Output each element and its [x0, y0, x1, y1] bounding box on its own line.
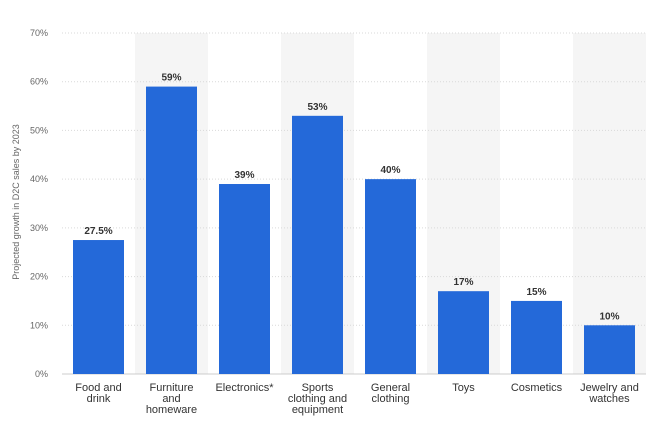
- value-label: 40%: [380, 165, 400, 176]
- value-label: 10%: [599, 311, 619, 322]
- value-label: 27.5%: [84, 226, 112, 237]
- bar[interactable]: [438, 291, 489, 374]
- category-label-line: Sports: [302, 382, 334, 394]
- bar[interactable]: [73, 240, 124, 374]
- category-label-line: Toys: [452, 382, 475, 394]
- y-tick-label: 10%: [30, 320, 48, 330]
- y-tick-label: 70%: [30, 28, 48, 38]
- category-label-line: clothing and: [288, 393, 347, 405]
- category-label-line: equipment: [292, 404, 343, 416]
- y-axis-title: Projected growth in D2C sales by 2023: [11, 124, 21, 280]
- value-label: 53%: [307, 102, 327, 113]
- category-label-line: Furniture: [149, 382, 193, 394]
- category-label: Toys: [452, 382, 475, 394]
- y-tick-label: 40%: [30, 174, 48, 184]
- y-tick-label: 20%: [30, 272, 48, 282]
- bar[interactable]: [511, 300, 562, 374]
- category-label-line: and: [162, 393, 180, 405]
- bar[interactable]: [365, 179, 416, 374]
- category-labels: Food and drink Furniture and homeware Electro…: [75, 382, 639, 416]
- value-label: 17%: [453, 277, 473, 288]
- category-label-line: homeware: [146, 404, 197, 416]
- y-tick-label: 50%: [30, 125, 48, 135]
- category-label: Electronics*: [215, 382, 274, 394]
- value-labels: 27.5% 59% 39% 53% 40% 17% 15% 10%: [84, 73, 619, 323]
- bar[interactable]: [584, 325, 635, 374]
- category-label: Food and drink: [75, 382, 121, 405]
- category-label: Furniture and homeware: [146, 382, 197, 416]
- category-label-line: Electronics*: [215, 382, 274, 394]
- category-label-line: Food and: [75, 382, 121, 394]
- value-label: 59%: [161, 73, 181, 84]
- category-label: Sports clothing and equipment: [288, 382, 347, 416]
- category-label: General clothing: [371, 382, 410, 405]
- value-label: 39%: [234, 170, 254, 181]
- category-label-line: watches: [588, 393, 630, 405]
- category-label-line: drink: [87, 393, 111, 405]
- category-label-line: Jewelry and: [580, 382, 639, 394]
- category-label-line: Cosmetics: [511, 382, 563, 394]
- y-tick-label: 60%: [30, 77, 48, 87]
- bar[interactable]: [219, 184, 270, 374]
- value-label: 15%: [526, 287, 546, 298]
- category-band: [573, 33, 646, 374]
- y-tick-label: 30%: [30, 223, 48, 233]
- category-label: Jewelry and watches: [580, 382, 639, 405]
- y-axis-ticks: 0% 10% 20% 30% 40% 50% 60% 70%: [30, 28, 48, 379]
- bar[interactable]: [146, 86, 197, 374]
- y-tick-label: 0%: [35, 369, 48, 379]
- bar[interactable]: [292, 115, 343, 375]
- bars: [73, 86, 635, 375]
- category-label-line: General: [371, 382, 410, 394]
- category-label: Cosmetics: [511, 382, 563, 394]
- category-label-line: clothing: [372, 393, 410, 405]
